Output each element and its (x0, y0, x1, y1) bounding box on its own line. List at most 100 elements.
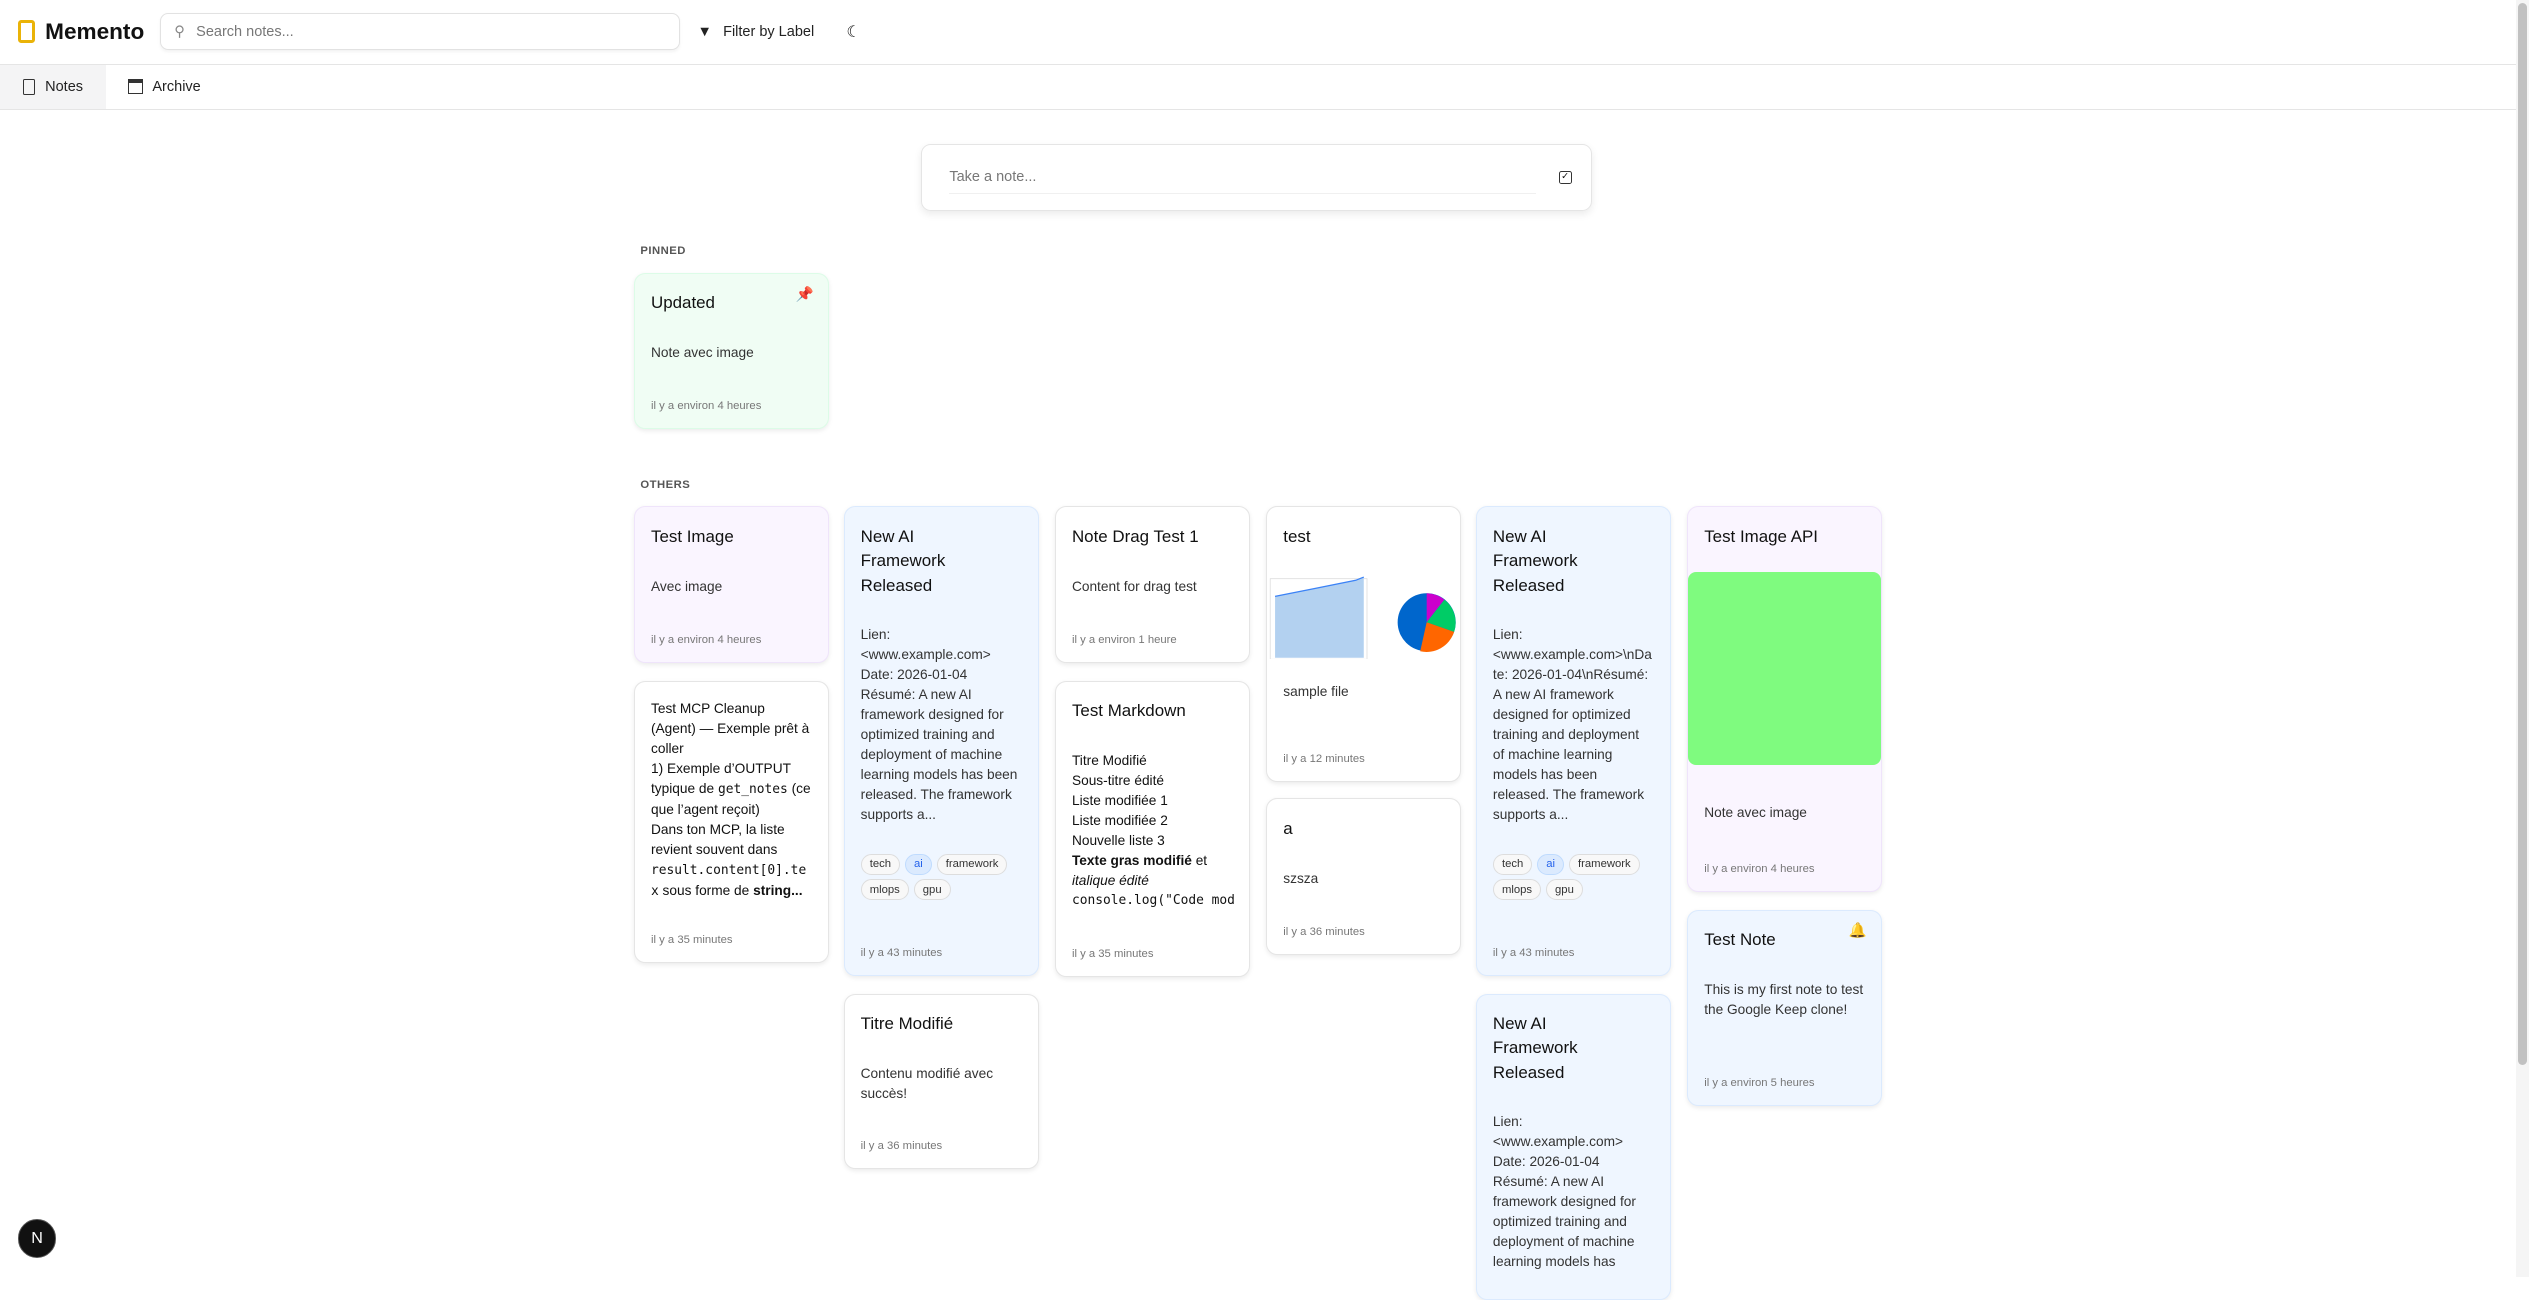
note-time: il y a environ 5 heures (1704, 1077, 1815, 1090)
scrollbar-thumb[interactable] (2517, 3, 2528, 1065)
filter-by-label-button[interactable]: ▼ Filter by Label (697, 24, 814, 40)
label-list: tech ai framework mlops gpu (860, 854, 1022, 900)
note-title: Test Note (1704, 930, 1776, 950)
bold-text: Texte gras modifié (1071, 852, 1192, 868)
note-logo-icon (17, 20, 36, 44)
note-time: il y a 36 minutes (860, 1140, 943, 1153)
pin-icon[interactable]: 📌 (795, 287, 814, 304)
take-note-input[interactable] (949, 161, 1537, 194)
note-body: Lien: <www.example.com>\nDate: 2026-01-0… (1492, 627, 1652, 823)
md-line: Sous-titre édité (1071, 772, 1165, 788)
tab-label: Archive (152, 78, 201, 95)
note-body: Note avec image (650, 344, 754, 360)
note-title: Updated (650, 293, 715, 313)
note-title: test (1283, 527, 1311, 547)
others-heading: OTHERS (640, 479, 691, 492)
label-chip[interactable]: framework (936, 854, 1008, 875)
note-title: New AI Framework Released (1492, 1014, 1578, 1082)
note-card[interactable]: New AI Framework Released Lien: <www.exa… (843, 506, 1039, 976)
app-title: Memento (45, 18, 145, 44)
note-time: il y a environ 1 heure (1071, 633, 1177, 646)
bell-icon[interactable]: 🔔 (1848, 922, 1867, 939)
note-title: New AI Framework Released (1492, 527, 1578, 595)
label-chip[interactable]: tech (860, 854, 901, 875)
search-icon: ⚲ (174, 23, 185, 40)
note-card[interactable]: a szsza il y a 36 minutes (1266, 798, 1462, 955)
scrollbar[interactable] (2516, 0, 2529, 1278)
note-body: Lien: <www.example.com> Date: 2026-01-04… (1492, 1114, 1636, 1270)
note-card[interactable]: Test MCP Cleanup (Agent) — Exemple prêt … (633, 680, 830, 963)
note-body: Avec image (650, 578, 723, 594)
note-time: il y a 36 minutes (1283, 925, 1365, 938)
file-icon (22, 78, 36, 95)
note-title: Test Image (650, 527, 734, 547)
note-title: Test Markdown (1071, 701, 1186, 721)
text: et (1191, 852, 1208, 868)
search-input[interactable] (196, 23, 648, 40)
label-chip[interactable]: tech (1492, 854, 1533, 875)
label-chip[interactable]: gpu (913, 879, 951, 900)
italic-text: italique édité (1071, 872, 1149, 888)
note-card[interactable]: Test Markdown Titre Modifié Sous-titre é… (1054, 680, 1250, 978)
note-time: il y a 43 minutes (1492, 946, 1575, 959)
note-card[interactable]: 📌 Updated Note avec image il y a environ… (633, 272, 830, 430)
label-chip[interactable]: ai (904, 854, 932, 875)
note-body: Titre Modifié Sous-titre édité Liste mod… (1071, 751, 1235, 911)
label-chip[interactable]: gpu (1545, 879, 1583, 900)
label-chip[interactable]: ai (1537, 854, 1565, 875)
note-card[interactable]: test sample file il y a 12 minutes (1266, 506, 1462, 783)
filter-icon: ▼ (697, 23, 712, 40)
code: get_notes (717, 782, 788, 798)
note-card[interactable]: Titre Modifié Contenu modifié avec succè… (843, 993, 1039, 1170)
pinned-heading: PINNED (640, 245, 686, 258)
note-card[interactable]: 🔔 Test Note This is my first note to tes… (1687, 909, 1883, 1107)
tab-bar: Notes Archive (0, 64, 2529, 110)
note-title: New AI Framework Released (860, 527, 946, 595)
label-chip[interactable]: mlops (1492, 879, 1542, 900)
note-body: Content for drag test (1071, 578, 1197, 594)
note-card[interactable]: Test Image API Note avec image il y a en… (1687, 506, 1883, 892)
note-time: il y a 35 minutes (1071, 948, 1154, 961)
note-body: Test MCP Cleanup (Agent) — Exemple prêt … (651, 699, 812, 902)
label-chip[interactable]: framework (1568, 854, 1640, 875)
code-line: console.log("Code mod (1071, 892, 1235, 908)
dark-mode-toggle-moon-icon[interactable]: ☾ (846, 22, 861, 41)
md-line: Titre Modifié (1071, 752, 1147, 768)
checklist-icon[interactable]: ✓ (1558, 170, 1572, 184)
note-title: a (1283, 819, 1293, 839)
note-card[interactable]: New AI Framework Released Lien: <www.exa… (1475, 993, 1671, 1300)
note-card[interactable]: Note Drag Test 1 Content for drag test i… (1054, 506, 1250, 663)
note-time: il y a environ 4 heures (650, 633, 762, 646)
note-time: il y a 43 minutes (860, 946, 943, 959)
note-body: Contenu modifié avec succès! (860, 1065, 997, 1101)
tab-archive[interactable]: Archive (106, 65, 224, 109)
note-title: Titre Modifié (860, 1014, 954, 1034)
note-time: il y a 35 minutes (650, 933, 733, 946)
code: result.content[0].tex (650, 863, 807, 900)
chart-thumbnail-image (1269, 576, 1456, 660)
label-chip[interactable]: mlops (860, 879, 909, 900)
take-note-composer[interactable]: ✓ (920, 143, 1592, 212)
note-body: sample file (1283, 684, 1349, 700)
note-card[interactable]: Test Image Avec image il y a environ 4 h… (633, 506, 830, 663)
text: (ce que l’agent reçoit) Dans ton MCP, la… (650, 781, 811, 858)
bold-text: string... (753, 883, 803, 899)
note-body: szsza (1283, 870, 1319, 886)
dev-tools-badge[interactable]: N (17, 1219, 57, 1259)
md-line: Liste modifiée 1 (1071, 792, 1168, 808)
note-time: il y a environ 4 heures (1704, 862, 1815, 875)
note-title: Note Drag Test 1 (1071, 527, 1199, 547)
text: Test MCP Cleanup (Agent) — Exemple prêt … (650, 701, 810, 797)
archive-icon (128, 79, 143, 94)
search-box[interactable]: ⚲ (160, 13, 680, 51)
filter-label: Filter by Label (723, 23, 815, 40)
note-body: This is my first note to test the Google… (1704, 982, 1867, 1017)
note-body: Lien: <www.example.com> Date: 2026-01-04… (860, 627, 1018, 823)
note-body: Note avec image (1704, 804, 1807, 820)
app-logo[interactable]: Memento (17, 18, 145, 45)
note-card[interactable]: New AI Framework Released Lien: <www.exa… (1475, 506, 1671, 976)
label-list: tech ai framework mlops gpu (1492, 854, 1654, 900)
md-line: Nouvelle liste 3 (1071, 832, 1165, 848)
tab-notes[interactable]: Notes (0, 64, 106, 109)
md-line: Liste modifiée 2 (1071, 812, 1168, 828)
